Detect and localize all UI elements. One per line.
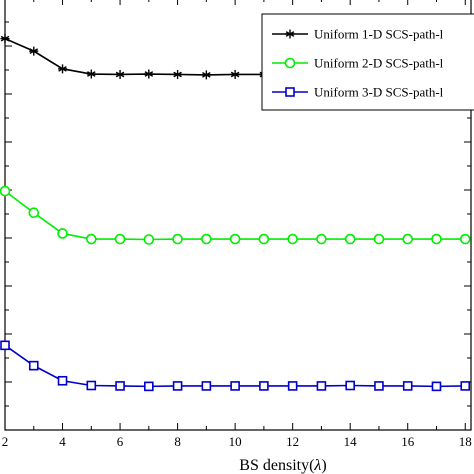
data-point	[144, 381, 154, 392]
data-point	[402, 381, 413, 391]
x-tick-label-2: 2	[2, 434, 9, 449]
data-point	[316, 233, 327, 245]
x-axis-label: BS density(λ)	[239, 457, 326, 474]
data-point	[28, 360, 39, 371]
data-point	[85, 233, 97, 245]
legend-label: Uniform 2-D SCS-path-l	[314, 56, 444, 71]
legend-item-1: Uniform 1-D SCS-path-l	[272, 27, 444, 42]
data-point	[0, 340, 10, 351]
data-point	[344, 233, 356, 245]
data-point	[0, 34, 10, 44]
data-point	[201, 70, 211, 80]
x-tick-label-6: 6	[117, 434, 124, 449]
data-point	[230, 381, 240, 391]
data-point	[258, 233, 270, 245]
data-point	[459, 233, 471, 245]
data-point	[431, 381, 442, 392]
x-tick-label-16: 16	[401, 434, 415, 449]
data-point	[57, 228, 68, 239]
data-point	[115, 69, 125, 79]
legend-marker	[285, 29, 295, 39]
x-tick-label-10: 10	[229, 434, 242, 449]
data-point	[86, 380, 97, 391]
data-point	[201, 233, 212, 245]
legend-marker	[284, 57, 296, 69]
legend-item-3: Uniform 3-D SCS-path-l	[272, 85, 444, 100]
data-point	[259, 381, 269, 391]
x-tick-label-4: 4	[59, 434, 66, 449]
x-tick-label-8: 8	[174, 434, 181, 449]
series-line-2	[4, 190, 466, 241]
x-tick-label-18: 18	[459, 434, 472, 449]
data-point	[114, 233, 126, 245]
data-point	[172, 381, 183, 391]
data-point	[58, 64, 68, 74]
legend: Uniform 1-D SCS-path-l Uniform 2-D SCS-pa…	[261, 13, 474, 111]
series-line-3	[4, 344, 466, 388]
data-point	[115, 381, 125, 391]
data-point	[143, 234, 155, 245]
data-point	[144, 69, 154, 79]
legend-marker	[285, 87, 295, 97]
data-point	[0, 185, 11, 197]
data-point	[57, 375, 68, 386]
data-point	[230, 69, 240, 79]
x-tick-label-14: 14	[344, 434, 358, 449]
legend-box	[261, 13, 474, 111]
data-point	[172, 233, 183, 245]
data-point	[28, 207, 40, 219]
data-point	[229, 233, 241, 245]
axis-ticks: 2 4 6 8 10 12 14 16 18	[2, 0, 472, 449]
series-2	[0, 185, 471, 245]
data-point	[201, 381, 212, 391]
data-point	[29, 46, 39, 56]
x-tick-label-12: 12	[286, 434, 299, 449]
series-3	[0, 340, 471, 392]
legend-item-2: Uniform 2-D SCS-path-l	[272, 56, 444, 71]
legend-label: Uniform 3-D SCS-path-l	[314, 85, 444, 100]
data-point	[374, 381, 384, 391]
data-point	[431, 233, 442, 245]
data-point	[345, 380, 355, 391]
data-point	[460, 381, 471, 391]
data-point	[86, 69, 96, 79]
data-point	[173, 69, 183, 79]
data-point	[287, 233, 298, 245]
data-point	[373, 233, 385, 245]
data-point	[402, 233, 414, 245]
data-point	[316, 381, 327, 391]
data-point	[287, 381, 298, 391]
legend-label: Uniform 1-D SCS-path-l	[314, 27, 444, 42]
